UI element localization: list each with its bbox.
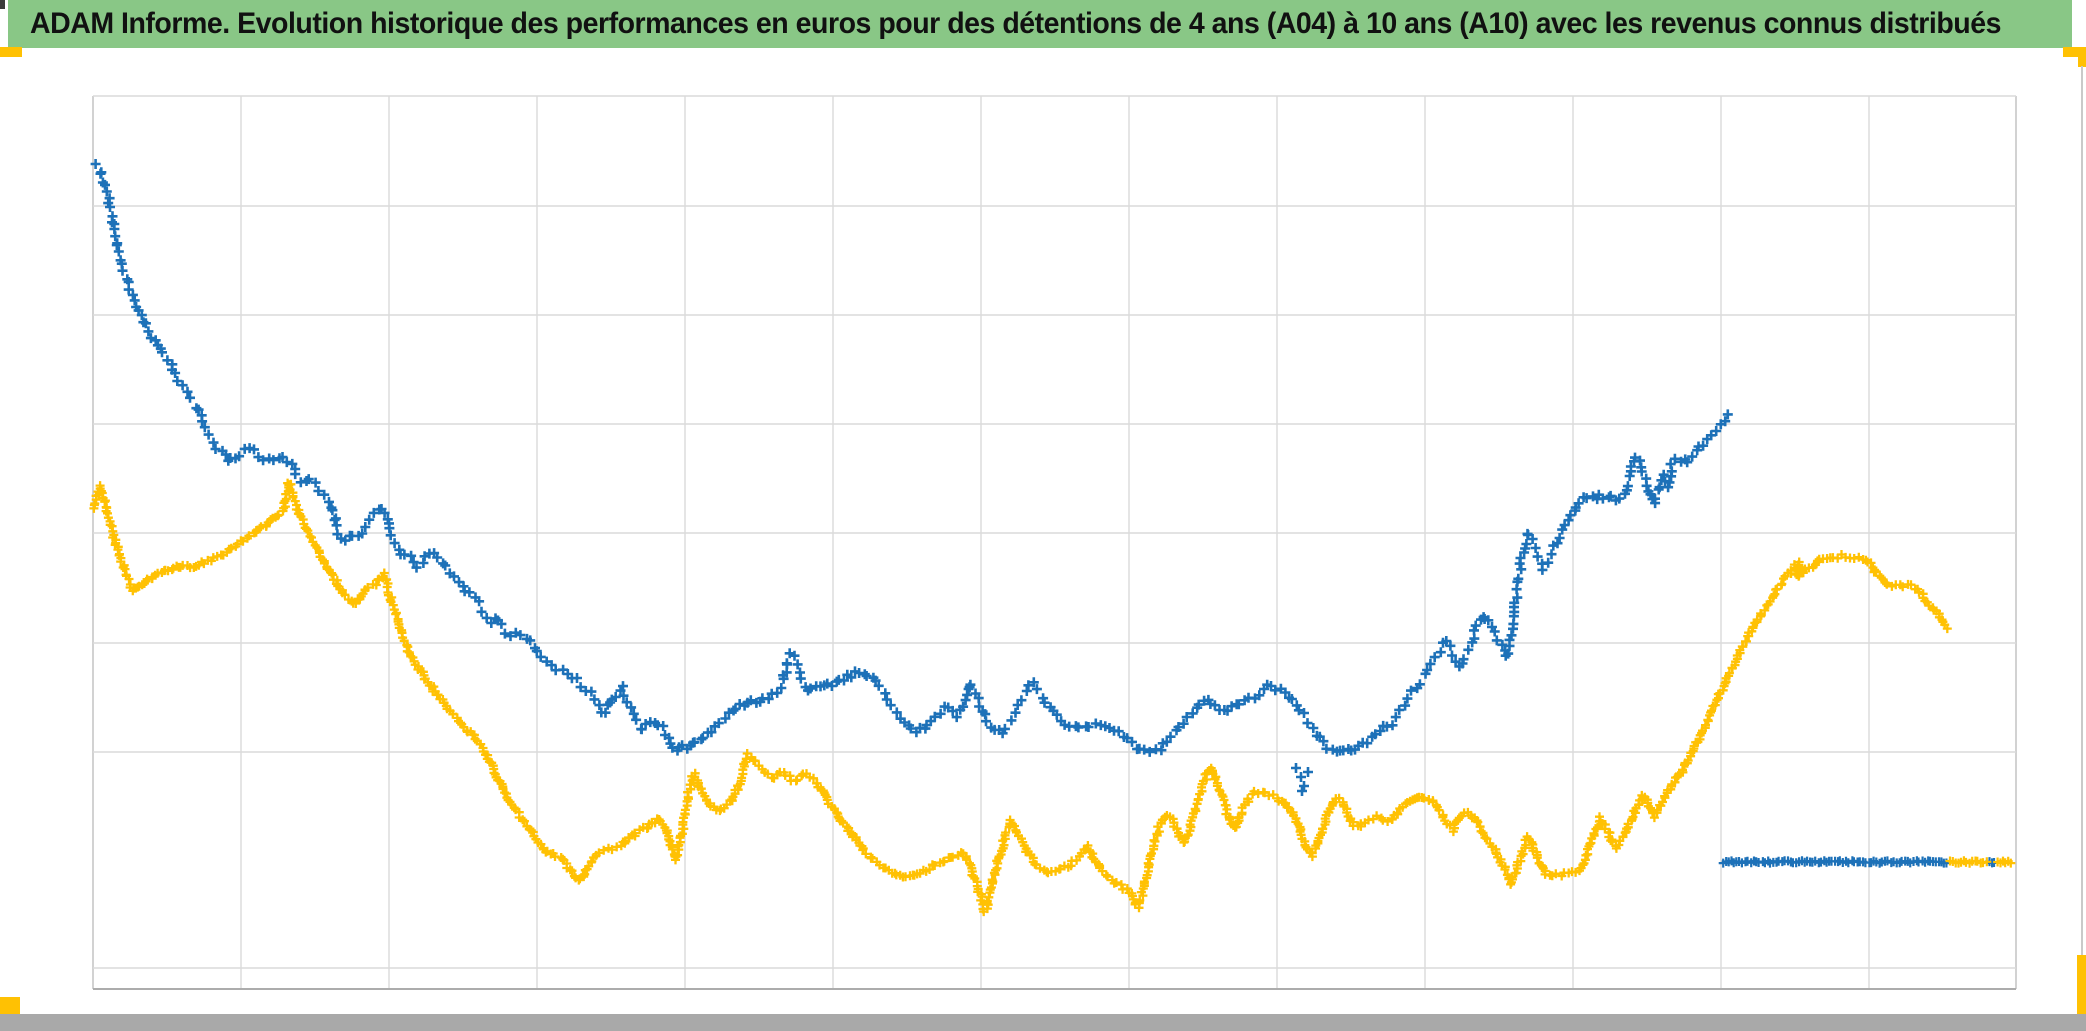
chart-title: ADAM Informe. Evolution historique des p… bbox=[30, 7, 2001, 40]
selection-accent-bottom-right bbox=[2077, 955, 2086, 1014]
chart-title-bar: ADAM Informe. Evolution historique des p… bbox=[8, 0, 2072, 48]
window-bottom-bar bbox=[0, 1014, 2086, 1031]
selection-accent-top-right-v bbox=[2078, 47, 2086, 67]
flat-cluster-row-blue bbox=[1718, 856, 1999, 868]
selection-accent-top-right-h bbox=[2063, 47, 2086, 57]
selection-accent-bottom-left bbox=[0, 997, 20, 1014]
series-blue-plus bbox=[90, 159, 1733, 796]
flat-cluster-row-yellow bbox=[1945, 856, 2016, 868]
chart-object-right-border bbox=[2081, 66, 2083, 956]
series-yellow-plus bbox=[89, 478, 1952, 917]
window-corner-mark bbox=[0, 0, 5, 9]
selection-accent-left bbox=[0, 47, 22, 57]
